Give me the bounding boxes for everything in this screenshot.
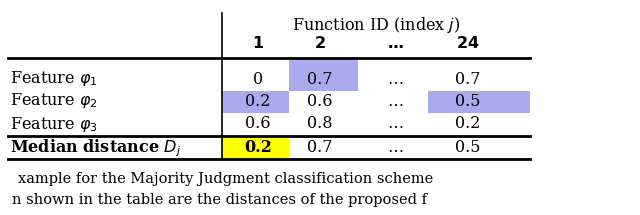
Text: Feature $\varphi_2$: Feature $\varphi_2$ [10,92,97,111]
Text: 0.7: 0.7 [455,71,481,88]
Text: $\mathbf{2}$: $\mathbf{2}$ [314,35,326,52]
Text: 0.5: 0.5 [455,92,481,109]
Text: $\ldots$: $\ldots$ [387,115,403,132]
Text: n shown in the table are the distances of the proposed f: n shown in the table are the distances o… [12,193,427,207]
Text: 0.7: 0.7 [307,140,333,157]
Bar [222,91,289,113]
Text: Function ID (index $j$): Function ID (index $j$) [292,15,460,35]
Text: 0.5: 0.5 [455,140,481,157]
Text: $\mathbf{24}$: $\mathbf{24}$ [456,35,480,52]
Text: 0.8: 0.8 [307,115,333,132]
Text: 0: 0 [253,71,263,88]
Text: 0.2: 0.2 [455,115,481,132]
Text: Feature $\varphi_3$: Feature $\varphi_3$ [10,115,98,134]
Text: 0.6: 0.6 [245,115,271,132]
Text: $\mathbf{1}$: $\mathbf{1}$ [252,35,264,52]
Text: Median distance $D_j$: Median distance $D_j$ [10,137,181,159]
Text: $\mathbf{\ldots}$: $\mathbf{\ldots}$ [387,35,403,52]
Text: $\ldots$: $\ldots$ [387,71,403,88]
Text: 0.2: 0.2 [244,140,272,157]
Bar [222,136,289,159]
Text: 0.7: 0.7 [307,71,333,88]
Text: 0.6: 0.6 [307,92,333,109]
Text: Feature $\varphi_1$: Feature $\varphi_1$ [10,69,97,89]
Text: $\ldots$: $\ldots$ [387,140,403,157]
Bar [428,91,530,113]
Text: 0.2: 0.2 [245,92,271,109]
Bar [289,58,358,91]
Text: xample for the Majority Judgment classification scheme: xample for the Majority Judgment classif… [18,172,433,186]
Text: $\ldots$: $\ldots$ [387,92,403,109]
